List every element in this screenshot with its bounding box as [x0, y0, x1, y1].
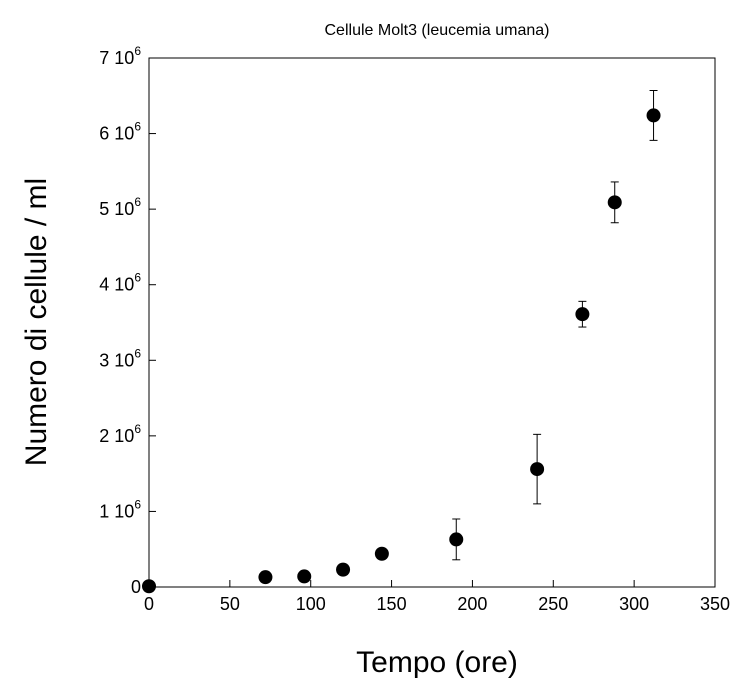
x-tick-label: 200 — [457, 594, 487, 614]
y-tick-base: 4 10 — [99, 275, 134, 295]
x-tick-label: 350 — [700, 594, 730, 614]
data-point — [449, 532, 464, 547]
x-tick-label: 0 — [144, 594, 154, 614]
y-tick-label: 1 106 — [99, 497, 141, 521]
data-point — [575, 307, 590, 322]
y-tick-exponent: 6 — [134, 271, 141, 285]
data-point — [374, 546, 389, 561]
y-axis-label: Numero di cellule / ml — [20, 178, 53, 466]
x-axis-label: Tempo (ore) — [356, 646, 518, 679]
y-tick-label: 4 106 — [99, 271, 141, 295]
y-tick-label: 5 106 — [99, 195, 141, 219]
x-axis: 0 50 100 150 200 250 300 350 — [144, 580, 730, 614]
y-tick-base: 5 10 — [99, 199, 134, 219]
data-point — [607, 195, 622, 210]
data-point — [297, 569, 312, 584]
y-tick-exponent: 6 — [134, 422, 141, 436]
data-point — [142, 579, 156, 594]
chart-title: Cellule Molt3 (leucemia umana) — [325, 22, 550, 39]
x-tick-label: 150 — [377, 594, 407, 614]
y-tick-base: 2 10 — [99, 426, 134, 446]
y-tick-base: 3 10 — [99, 350, 134, 370]
y-tick-base: 1 10 — [99, 501, 134, 521]
y-tick-label: 2 106 — [99, 422, 141, 446]
y-tick-exponent: 6 — [134, 346, 141, 360]
x-tick-label: 250 — [538, 594, 568, 614]
y-tick-label: 0 — [131, 577, 141, 597]
y-tick-label: 3 106 — [99, 346, 141, 370]
y-tick-exponent: 6 — [134, 195, 141, 209]
x-tick-label: 50 — [220, 594, 240, 614]
data-point — [530, 462, 545, 477]
data-point — [336, 562, 351, 577]
y-tick-base: 7 10 — [99, 48, 134, 68]
y-tick-label: 6 106 — [99, 120, 141, 144]
plot-frame — [148, 57, 716, 588]
x-tick-label: 100 — [296, 594, 326, 614]
y-tick-exponent: 6 — [134, 497, 141, 511]
y-tick-label: 7 106 — [99, 44, 141, 68]
y-tick-exponent: 6 — [134, 44, 141, 58]
y-tick-base: 6 10 — [99, 124, 134, 144]
data-point — [258, 570, 273, 585]
data-points — [142, 89, 661, 594]
x-tick-label: 300 — [619, 594, 649, 614]
y-tick-exponent: 6 — [134, 120, 141, 134]
y-tick-base: 0 — [131, 577, 141, 597]
data-point — [646, 108, 661, 123]
